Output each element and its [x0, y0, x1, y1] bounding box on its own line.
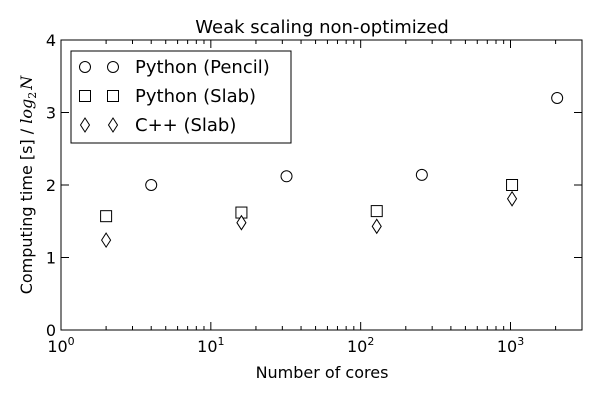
- data-point-circle: [415, 168, 428, 181]
- data-point-diamond: [371, 218, 382, 235]
- legend: Python (Pencil) Python (Slab) C++ (Slab): [70, 50, 292, 144]
- y-axis-title: Computing time [s] / log2N: [17, 75, 39, 295]
- y-tick-label: 2: [46, 176, 56, 195]
- x-tick-label: 103: [497, 335, 524, 356]
- legend-label: Python (Pencil): [135, 57, 270, 78]
- x-tick-label-base: 10: [497, 337, 517, 356]
- y-axis-title-var: N: [17, 75, 36, 91]
- x-tick-label: 100: [47, 335, 74, 356]
- x-tick-label: 101: [197, 335, 224, 356]
- data-point-diamond: [236, 214, 247, 231]
- legend-marker-square: [107, 90, 119, 102]
- x-tick-label-base: 10: [47, 337, 67, 356]
- y-axis-title-log: log: [17, 99, 36, 124]
- series-square: [100, 179, 519, 223]
- x-axis-title: Number of cores: [256, 363, 389, 382]
- legend-marker-circle: [107, 61, 119, 73]
- y-tick-label: 0: [46, 321, 56, 340]
- data-point-circle: [551, 92, 564, 104]
- legend-marker-diamond: [107, 117, 119, 133]
- data-point-square: [100, 210, 113, 223]
- data-point-square: [506, 179, 519, 191]
- legend-label: Python (Slab): [135, 86, 256, 107]
- data-point-diamond: [101, 232, 112, 249]
- x-tick-label-exponent: 3: [517, 335, 524, 348]
- legend-marker-square: [79, 90, 91, 102]
- series-circle: [145, 92, 564, 191]
- legend-label: C++ (Slab): [135, 115, 236, 136]
- x-tick-label-exponent: 2: [367, 335, 374, 348]
- y-tick-label: 4: [46, 31, 56, 50]
- data-point-circle: [145, 179, 158, 191]
- legend-marker-circle: [79, 61, 91, 73]
- x-tick-label-exponent: 0: [68, 335, 75, 348]
- x-tick-label-base: 10: [347, 337, 367, 356]
- chart-title: Weak scaling non-optimized: [195, 17, 449, 38]
- x-tick-label-base: 10: [197, 337, 217, 356]
- x-tick-label-exponent: 1: [218, 335, 225, 348]
- data-point-diamond: [506, 190, 518, 207]
- y-tick-label: 1: [46, 249, 56, 268]
- data-point-square: [370, 205, 383, 218]
- x-tick-label: 102: [347, 335, 374, 356]
- y-tick-label: 3: [46, 104, 56, 123]
- series-diamond: [101, 190, 518, 249]
- y-axis-title-prefix: Computing time [s] /: [17, 124, 36, 295]
- y-axis-title-base: 2: [26, 92, 39, 99]
- data-point-circle: [280, 170, 293, 183]
- legend-marker-diamond: [79, 117, 91, 133]
